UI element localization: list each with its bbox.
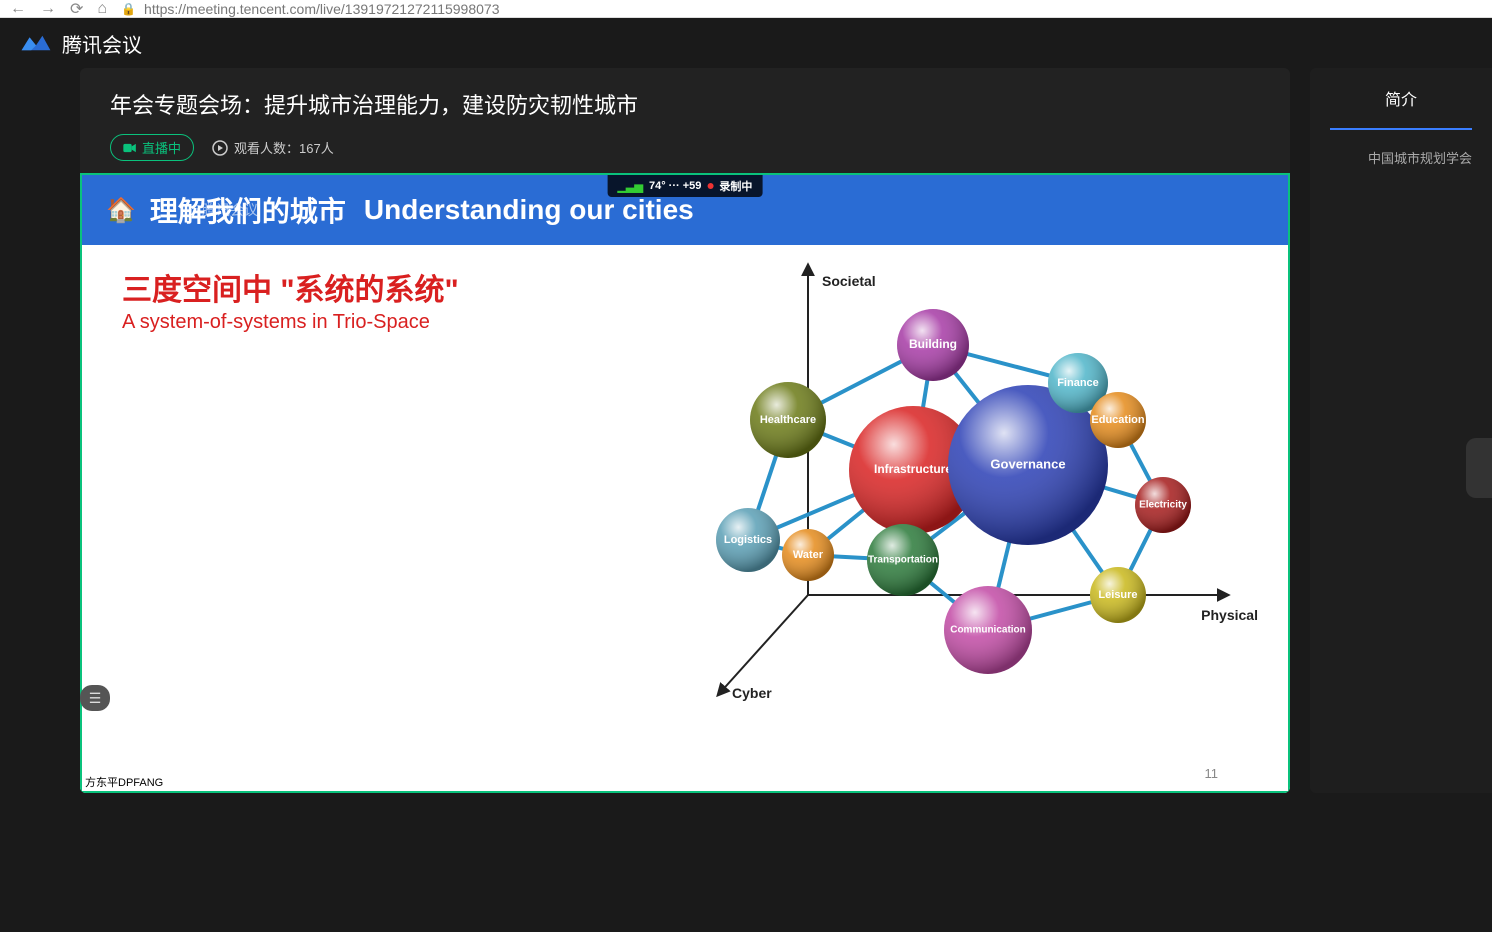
svg-text:Healthcare: Healthcare bbox=[760, 414, 816, 426]
browser-toolbar: ← → ⟳ ⌂ 🔒 https://meeting.tencent.com/li… bbox=[0, 0, 1492, 18]
node-transportation: Transportation bbox=[867, 524, 939, 596]
svg-text:Leisure: Leisure bbox=[1098, 589, 1137, 601]
home-icon[interactable]: ⌂ bbox=[97, 0, 107, 18]
presenter-name-tag: 方东平DPFANG bbox=[82, 773, 166, 791]
node-leisure: Leisure bbox=[1090, 567, 1146, 623]
rec-info: 74° ··· +59 bbox=[649, 180, 701, 192]
rec-label: 录制中 bbox=[719, 178, 752, 194]
node-communication: Communication bbox=[944, 586, 1032, 674]
svg-text:Governance: Governance bbox=[990, 456, 1065, 471]
tab-intro[interactable]: 简介 bbox=[1330, 68, 1472, 130]
back-icon[interactable]: ← bbox=[10, 0, 26, 18]
node-healthcare: Healthcare bbox=[750, 382, 826, 458]
app-name: 腾讯会议 bbox=[62, 29, 142, 58]
url-bar[interactable]: 🔒 https://meeting.tencent.com/live/13919… bbox=[121, 1, 1482, 17]
svg-text:Communication: Communication bbox=[950, 625, 1026, 636]
recording-overlay: ▁▃▅ 74° ··· +59 录制中 bbox=[608, 175, 763, 197]
live-badge: 直播中 bbox=[110, 134, 194, 161]
lock-icon: 🔒 bbox=[121, 2, 136, 16]
node-electricity: Electricity bbox=[1135, 477, 1191, 533]
slide-menu-button[interactable]: ☰ bbox=[80, 685, 110, 711]
side-panel: 简介 中国城市规划学会 bbox=[1310, 68, 1492, 793]
axis-y-label: Societal bbox=[822, 273, 876, 289]
axis-z-label: Cyber bbox=[732, 685, 772, 701]
svg-text:Transportation: Transportation bbox=[868, 555, 938, 566]
watermark: 腾讯会议 bbox=[202, 200, 258, 220]
tencent-meeting-logo-icon bbox=[20, 32, 52, 54]
session-title: 年会专题会场：提升城市治理能力，建设防灾韧性城市 bbox=[110, 88, 1260, 120]
slide-title-bar: 🏠 腾讯会议 理解我们的城市 Understanding our cities … bbox=[82, 175, 1288, 245]
node-logistics: Logistics bbox=[716, 508, 780, 572]
svg-text:Building: Building bbox=[909, 337, 957, 351]
svg-text:Electricity: Electricity bbox=[1139, 500, 1187, 511]
play-circle-icon bbox=[212, 140, 228, 156]
app-header: 腾讯会议 bbox=[0, 18, 1492, 68]
app-root: 腾讯会议 年会专题会场：提升城市治理能力，建设防灾韧性城市 直播中 观看人数：1… bbox=[0, 18, 1492, 932]
main-panel: 年会专题会场：提升城市治理能力，建设防灾韧性城市 直播中 观看人数：167人 🏠… bbox=[80, 68, 1290, 793]
system-diagram: Infrastructure Governance Building Healthca… bbox=[688, 255, 1248, 715]
slide-page-number: 11 bbox=[1205, 766, 1219, 781]
svg-text:Water: Water bbox=[793, 549, 824, 561]
svg-text:Finance: Finance bbox=[1057, 377, 1099, 389]
node-education: Education bbox=[1090, 392, 1146, 448]
slide-body: 三度空间中 "系统的系统" A system-of-systems in Tri… bbox=[82, 245, 1288, 793]
slide-title-en: Understanding our cities bbox=[364, 194, 694, 226]
list-icon: ☰ bbox=[89, 690, 102, 707]
slide-video-frame[interactable]: 🏠 腾讯会议 理解我们的城市 Understanding our cities … bbox=[80, 173, 1290, 793]
url-text: https://meeting.tencent.com/live/1391972… bbox=[144, 1, 499, 17]
svg-text:Infrastructure: Infrastructure bbox=[874, 462, 952, 476]
axis-x-label: Physical bbox=[1201, 607, 1258, 623]
camera-icon bbox=[123, 143, 137, 153]
svg-text:Logistics: Logistics bbox=[724, 534, 772, 546]
live-label: 直播中 bbox=[142, 138, 181, 157]
forward-icon[interactable]: → bbox=[40, 0, 56, 18]
svg-text:Education: Education bbox=[1091, 414, 1144, 426]
node-water: Water bbox=[782, 529, 834, 581]
viewers-label: 观看人数：167人 bbox=[234, 138, 334, 157]
node-building: Building bbox=[897, 309, 969, 381]
house-icon: 🏠 bbox=[106, 196, 136, 225]
viewer-count: 观看人数：167人 bbox=[212, 138, 334, 157]
sidebar-org: 中国城市规划学会 bbox=[1310, 148, 1492, 167]
signal-icon: ▁▃▅ bbox=[618, 180, 643, 193]
record-dot-icon bbox=[707, 183, 713, 189]
side-drawer-handle[interactable] bbox=[1466, 438, 1492, 498]
reload-icon[interactable]: ⟳ bbox=[70, 0, 83, 19]
